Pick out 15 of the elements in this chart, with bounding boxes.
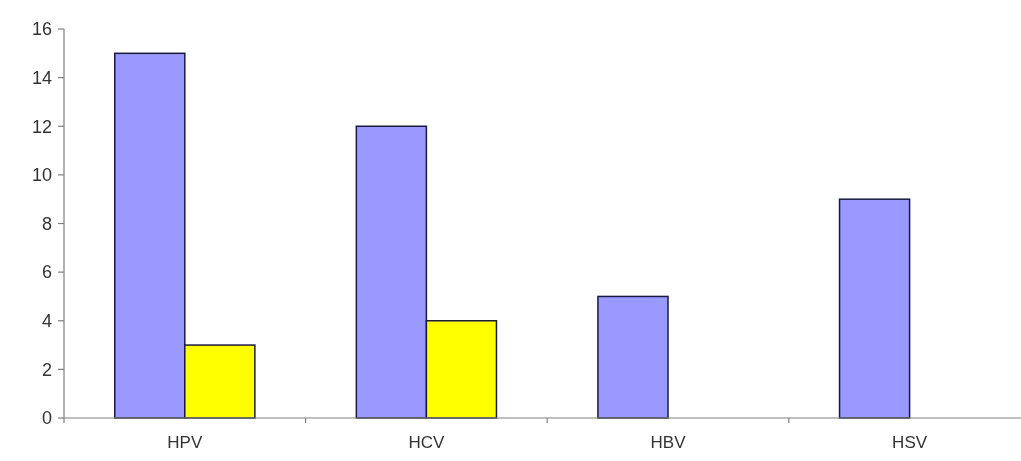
x-tick-label: HBV [650, 433, 687, 452]
y-tick-label: 14 [31, 67, 52, 88]
y-tick-label: 8 [41, 213, 52, 234]
bar [838, 198, 911, 419]
x-tick-label: HPV [167, 433, 203, 452]
y-tick-label: 2 [41, 359, 52, 380]
y-tick-label: 6 [41, 262, 52, 283]
y-tick-label: 16 [31, 19, 52, 40]
y-tick-label: 10 [31, 165, 52, 186]
y-tick-label: 4 [41, 311, 52, 332]
x-tick-label: HSV [892, 433, 928, 452]
x-tick-label: HCV [408, 433, 445, 452]
bar [597, 295, 669, 419]
y-tick-label: 12 [31, 116, 52, 137]
y-tick-label: 0 [41, 408, 52, 429]
